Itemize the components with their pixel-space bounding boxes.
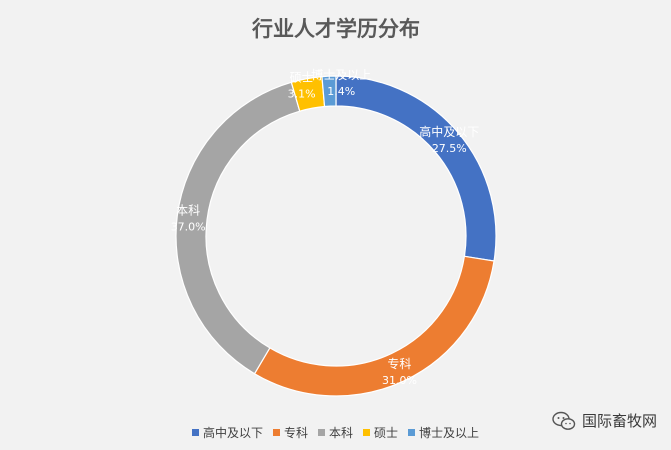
watermark-text: 国际畜牧网 bbox=[581, 412, 657, 430]
slice-category-label: 专科 bbox=[387, 356, 411, 371]
slice-value-label: 27.5% bbox=[432, 142, 467, 155]
donut-slice bbox=[253, 255, 495, 397]
slice-value-label: 37.0% bbox=[171, 220, 206, 233]
slice-category-label: 博士及以上 bbox=[311, 67, 371, 82]
legend-label: 博士及以上 bbox=[419, 426, 480, 440]
legend-item: 本科 bbox=[317, 424, 353, 441]
legend-label: 硕士 bbox=[374, 426, 399, 440]
wechat-icon bbox=[552, 411, 576, 430]
chart-title: 行业人才学历分布 bbox=[251, 17, 420, 41]
legend-swatch bbox=[408, 429, 416, 436]
legend-swatch bbox=[317, 429, 325, 436]
legend-label: 本科 bbox=[328, 426, 353, 440]
legend-item: 专科 bbox=[272, 424, 308, 441]
donut-slice bbox=[335, 75, 497, 262]
slice-value-label: 31.0% bbox=[382, 374, 417, 387]
chart-legend: 高中及以下 专科 本科 硕士 博士及以上 bbox=[0, 424, 671, 441]
watermark: 国际畜牧网 bbox=[552, 410, 657, 431]
legend-item: 博士及以上 bbox=[408, 424, 479, 441]
donut-slice bbox=[321, 75, 337, 108]
legend-label: 高中及以下 bbox=[202, 426, 263, 440]
legend-label: 专科 bbox=[283, 426, 308, 440]
legend-item: 高中及以下 bbox=[191, 424, 263, 441]
slice-value-label: 1.4% bbox=[327, 85, 355, 98]
slice-value-label: 3.1% bbox=[288, 88, 316, 101]
legend-item: 硕士 bbox=[363, 424, 398, 441]
slice-category-label: 硕士 bbox=[290, 71, 314, 85]
slice-category-label: 高中及以下 bbox=[419, 124, 479, 139]
slice-category-label: 本科 bbox=[176, 203, 200, 217]
legend-swatch bbox=[191, 429, 199, 436]
legend-swatch bbox=[272, 429, 280, 436]
legend-swatch bbox=[363, 429, 370, 436]
